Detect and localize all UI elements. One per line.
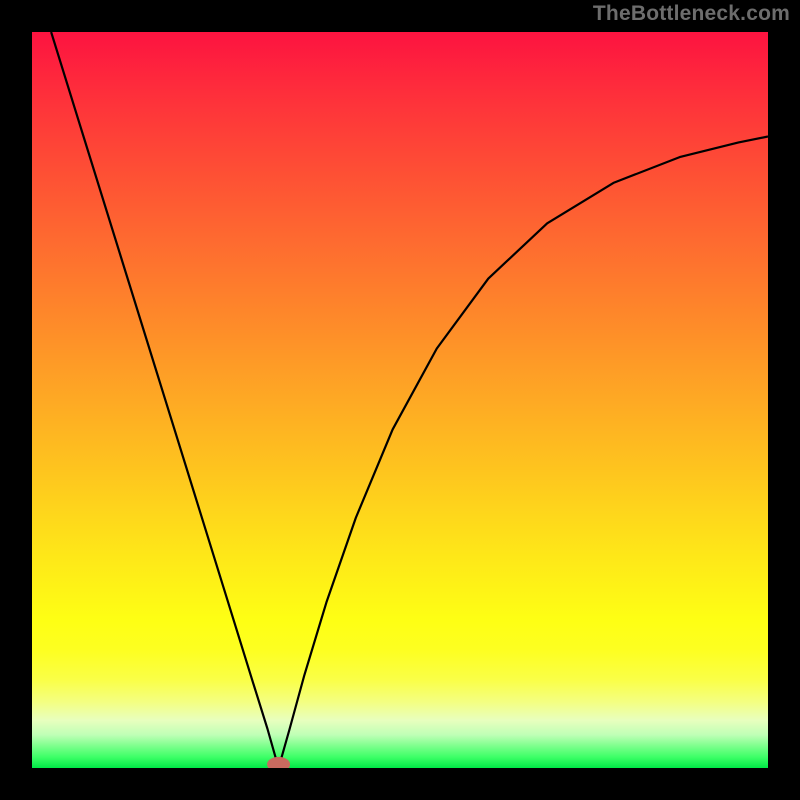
optimum-marker: [268, 757, 290, 768]
watermark-text: TheBottleneck.com: [593, 2, 790, 26]
gradient-background: [32, 32, 768, 768]
chart-plot-area: [32, 32, 768, 768]
chart-frame: TheBottleneck.com: [0, 0, 800, 800]
